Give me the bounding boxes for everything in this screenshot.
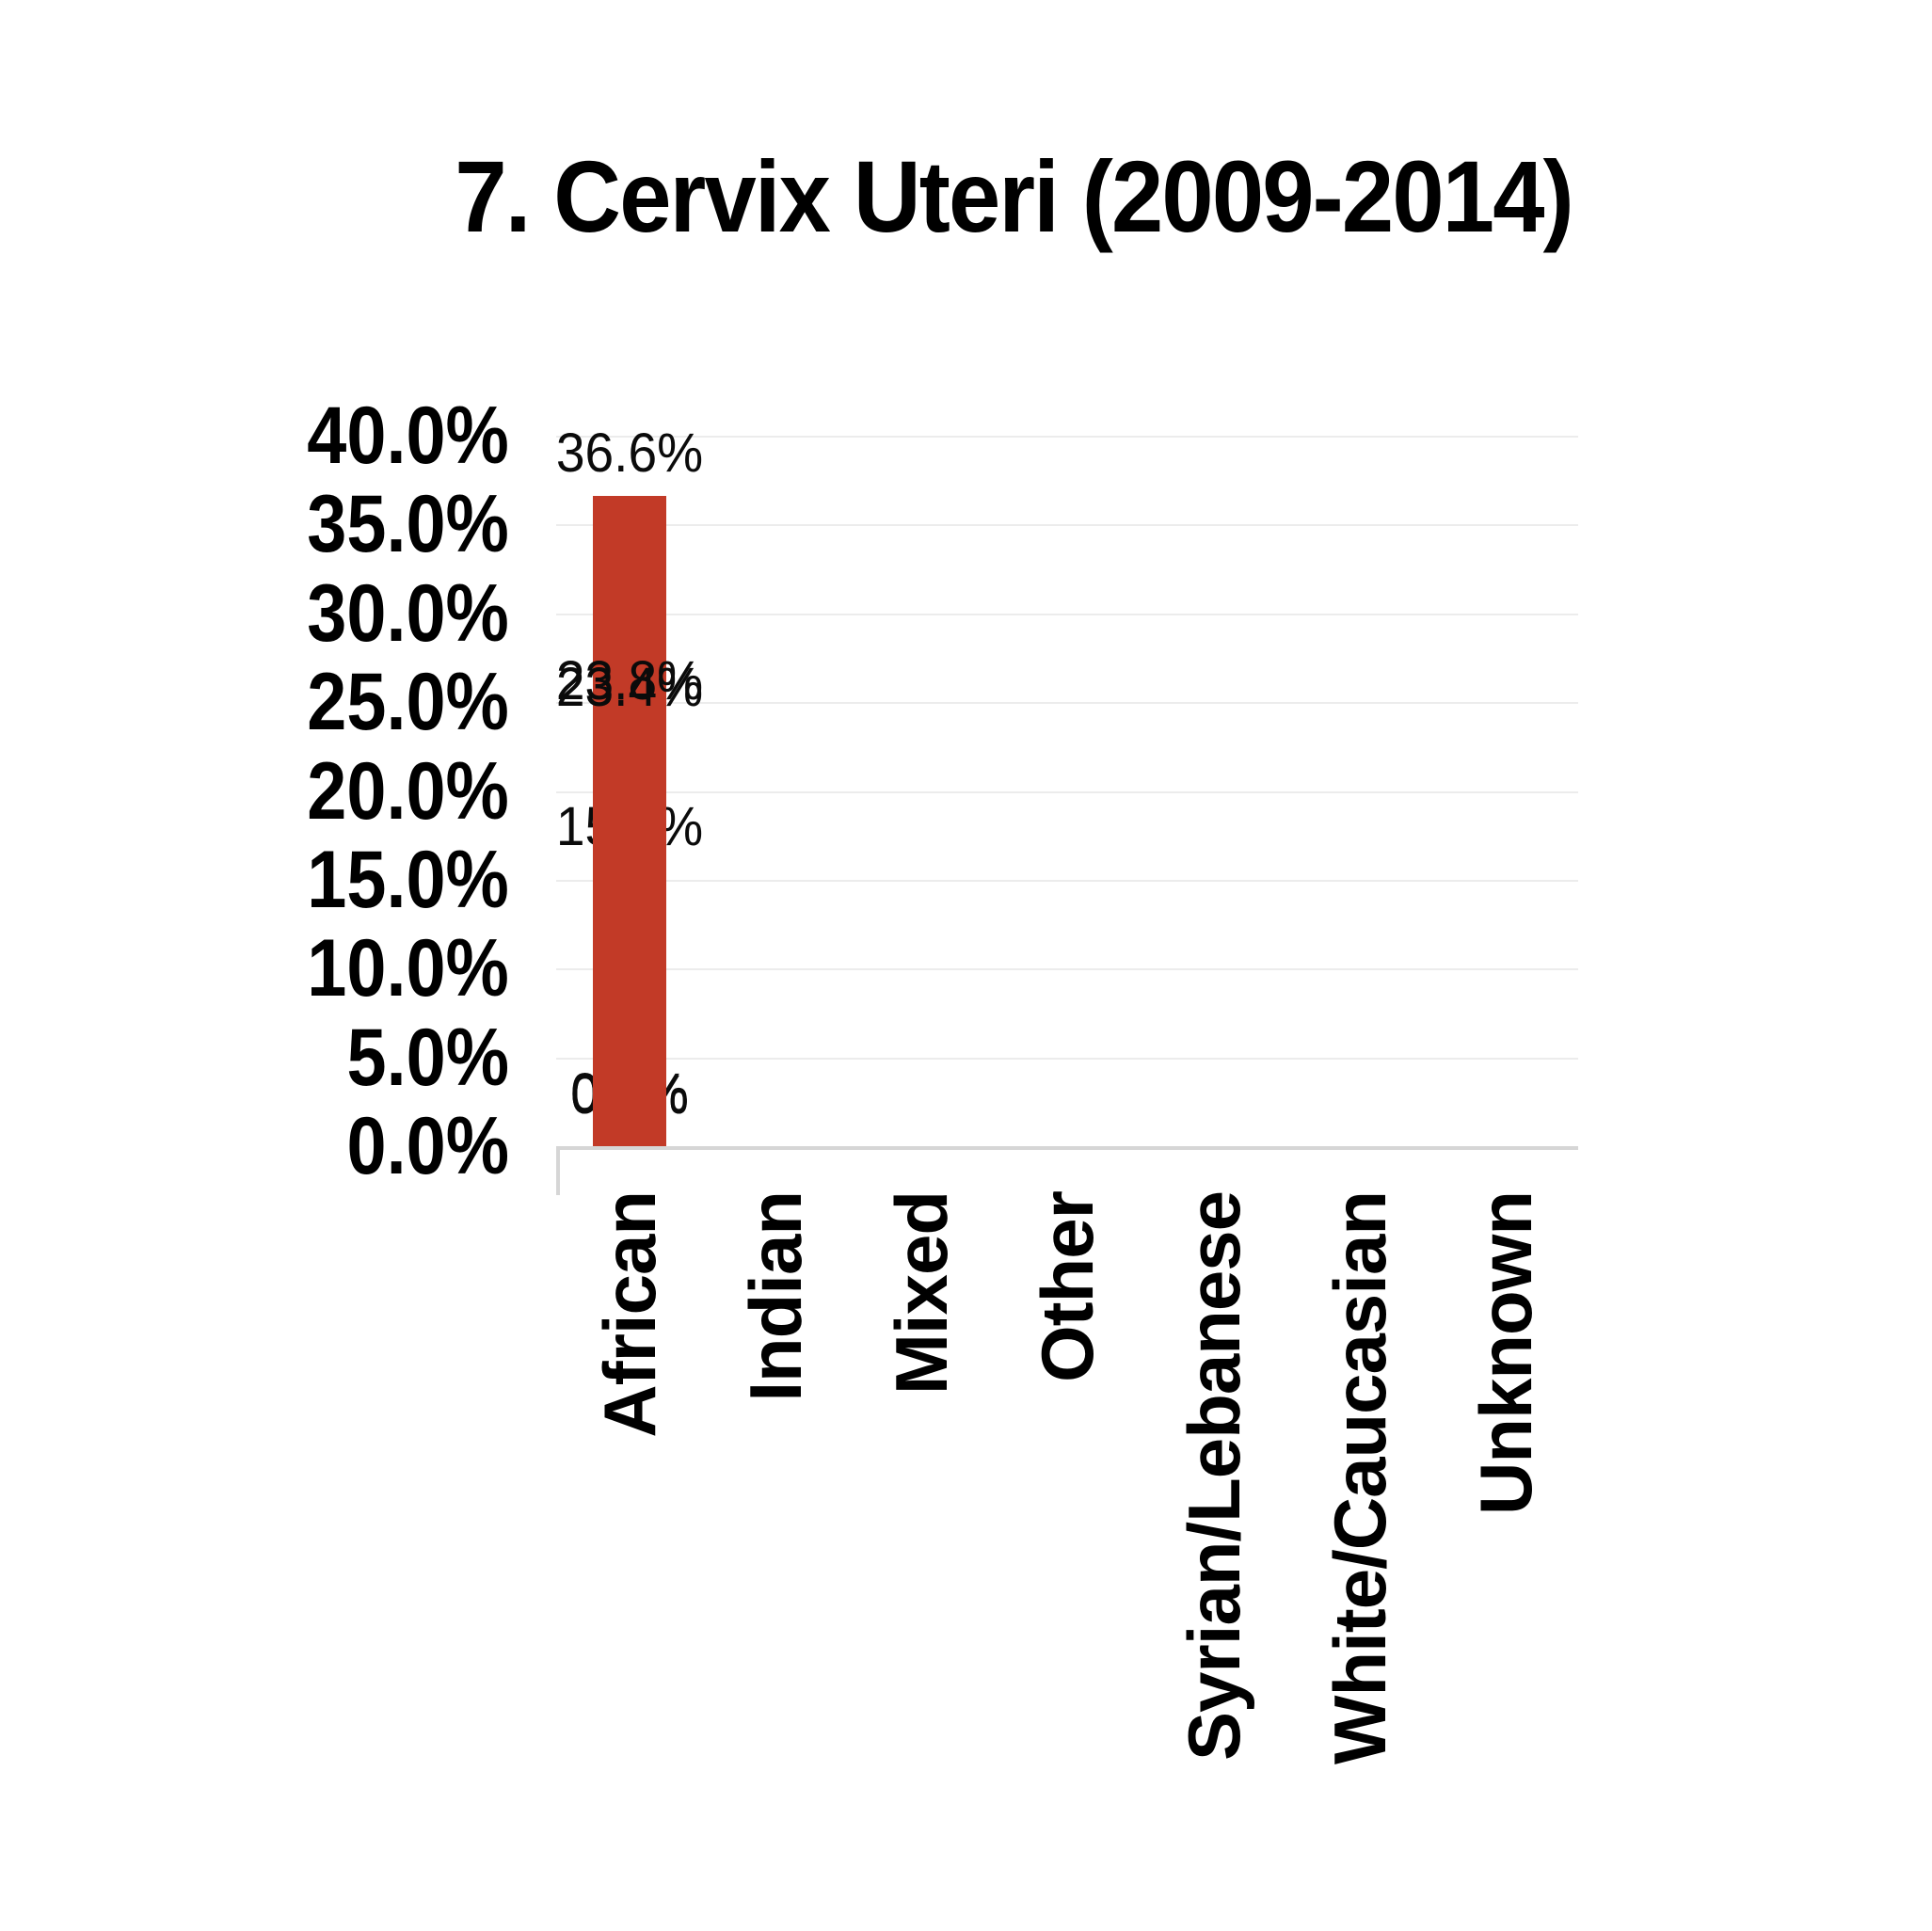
gridline (556, 1058, 1578, 1060)
bar-slot-unknown: 23.4% (555, 436, 703, 1146)
y-axis-tick-label: 40.0% (307, 391, 509, 481)
y-axis-tick-label: 0.0% (346, 1101, 509, 1191)
y-axis-tick-label: 10.0% (307, 923, 509, 1013)
category-slot: Indian (702, 1191, 848, 1869)
category-slot: Other (994, 1191, 1140, 1869)
bar-value-label: 23.4% (555, 657, 703, 719)
category-slot: African (556, 1191, 702, 1869)
gridline (556, 614, 1578, 615)
category-label-white-caucasian: White/Caucasian (1317, 1191, 1401, 1765)
y-axis-tick-label: 25.0% (307, 657, 509, 747)
category-label-other: Other (1025, 1191, 1109, 1383)
category-label-unknown: Unknown (1463, 1191, 1547, 1515)
category-slot: White/Caucasian (1286, 1191, 1432, 1869)
y-axis-tick-label: 5.0% (346, 1013, 509, 1103)
category-slot: Unknown (1432, 1191, 1578, 1869)
gridline (556, 702, 1578, 704)
plot-area: 36.6% 23.8% 15.6% 0.2% 0.2% 0.3% 23.4% (555, 424, 1578, 1195)
x-axis-line (556, 1146, 1578, 1150)
bar-value-label: 23.8% (555, 649, 703, 711)
y-axis-tick-label: 15.0% (307, 835, 509, 925)
category-label-african: African (587, 1191, 671, 1438)
chart-title: 7. Cervix Uteri (2009-2014) (455, 139, 1573, 253)
category-slot: Syrian/Lebanese (1141, 1191, 1286, 1869)
gridline (556, 968, 1578, 970)
y-axis-tick-label: 35.0% (307, 479, 509, 569)
x-axis-tick (556, 1148, 560, 1195)
gridline (556, 436, 1578, 438)
bar-unknown (592, 730, 666, 1146)
y-axis-tick-label: 30.0% (307, 568, 509, 659)
gridline (556, 791, 1578, 793)
category-label-syrian-lebanese: Syrian/Lebanese (1172, 1191, 1255, 1761)
y-axis-tick-label: 20.0% (307, 746, 509, 837)
gridline (556, 880, 1578, 882)
category-slot: Mixed (848, 1191, 994, 1869)
category-label-mixed: Mixed (879, 1191, 963, 1396)
gridline (556, 524, 1578, 526)
bar-value-label: 36.6% (555, 423, 703, 485)
category-label-indian: Indian (733, 1191, 817, 1402)
